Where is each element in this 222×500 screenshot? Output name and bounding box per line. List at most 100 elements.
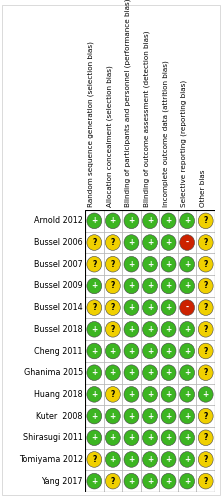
Ellipse shape xyxy=(87,234,102,250)
Ellipse shape xyxy=(105,234,120,250)
Text: ?: ? xyxy=(204,412,208,420)
Bar xyxy=(85,254,104,275)
Ellipse shape xyxy=(198,430,213,446)
Text: +: + xyxy=(91,390,97,399)
Ellipse shape xyxy=(143,386,157,402)
Text: +: + xyxy=(91,216,97,226)
Text: ?: ? xyxy=(204,368,208,377)
Ellipse shape xyxy=(124,408,139,424)
Text: +: + xyxy=(147,260,153,268)
Ellipse shape xyxy=(180,300,194,316)
Text: +: + xyxy=(184,325,190,334)
Ellipse shape xyxy=(124,452,139,468)
Text: +: + xyxy=(165,346,172,356)
Bar xyxy=(104,297,122,318)
Text: +: + xyxy=(91,346,97,356)
Bar xyxy=(104,210,122,232)
Ellipse shape xyxy=(198,322,213,337)
Ellipse shape xyxy=(180,386,194,402)
Text: ?: ? xyxy=(92,455,97,464)
Text: +: + xyxy=(165,260,172,268)
Text: ?: ? xyxy=(204,346,208,356)
Text: +: + xyxy=(165,303,172,312)
Text: +: + xyxy=(165,476,172,486)
Text: ?: ? xyxy=(111,325,115,334)
Text: +: + xyxy=(165,282,172,290)
Text: Cheng 2011: Cheng 2011 xyxy=(34,346,83,356)
Text: +: + xyxy=(184,412,190,420)
Bar xyxy=(141,318,159,340)
Text: +: + xyxy=(147,282,153,290)
Ellipse shape xyxy=(161,322,176,337)
Text: Bussel 2006: Bussel 2006 xyxy=(34,238,83,247)
Ellipse shape xyxy=(87,365,102,380)
Ellipse shape xyxy=(124,278,139,293)
Text: +: + xyxy=(184,346,190,356)
Text: +: + xyxy=(128,368,135,377)
Text: +: + xyxy=(110,412,116,420)
Text: +: + xyxy=(128,476,135,486)
Text: +: + xyxy=(147,476,153,486)
Text: Incomplete outcome data (attrition bias): Incomplete outcome data (attrition bias) xyxy=(162,60,168,208)
Text: ?: ? xyxy=(92,303,97,312)
Text: +: + xyxy=(184,476,190,486)
Text: ?: ? xyxy=(204,238,208,247)
Ellipse shape xyxy=(180,365,194,380)
Ellipse shape xyxy=(124,256,139,272)
Bar xyxy=(141,405,159,427)
Text: Arnold 2012: Arnold 2012 xyxy=(34,216,83,226)
Bar xyxy=(122,275,141,297)
Bar xyxy=(141,232,159,254)
Ellipse shape xyxy=(180,474,194,489)
Ellipse shape xyxy=(198,365,213,380)
Bar xyxy=(122,448,141,470)
Text: ?: ? xyxy=(204,303,208,312)
Bar xyxy=(122,470,141,492)
Text: +: + xyxy=(147,455,153,464)
Text: +: + xyxy=(91,476,97,486)
Ellipse shape xyxy=(105,256,120,272)
Text: +: + xyxy=(184,260,190,268)
Ellipse shape xyxy=(180,256,194,272)
Text: +: + xyxy=(165,216,172,226)
Bar xyxy=(141,254,159,275)
Text: +: + xyxy=(128,303,135,312)
Ellipse shape xyxy=(198,452,213,468)
Text: ?: ? xyxy=(111,282,115,290)
Bar xyxy=(196,275,215,297)
Ellipse shape xyxy=(124,365,139,380)
Text: Huang 2018: Huang 2018 xyxy=(34,390,83,399)
Text: +: + xyxy=(91,368,97,377)
Text: +: + xyxy=(165,390,172,399)
Text: +: + xyxy=(110,434,116,442)
Bar xyxy=(196,384,215,405)
Ellipse shape xyxy=(161,408,176,424)
Bar xyxy=(178,448,196,470)
Ellipse shape xyxy=(87,452,102,468)
Bar xyxy=(104,427,122,448)
Bar xyxy=(85,210,104,232)
Bar xyxy=(159,275,178,297)
Bar xyxy=(196,340,215,362)
Ellipse shape xyxy=(105,452,120,468)
Bar xyxy=(85,275,104,297)
Text: Kuter  2008: Kuter 2008 xyxy=(36,412,83,420)
Bar xyxy=(178,340,196,362)
Text: ?: ? xyxy=(204,455,208,464)
Text: +: + xyxy=(147,325,153,334)
Text: +: + xyxy=(147,216,153,226)
Ellipse shape xyxy=(143,322,157,337)
Text: +: + xyxy=(110,368,116,377)
Ellipse shape xyxy=(124,234,139,250)
Bar xyxy=(178,318,196,340)
Bar xyxy=(104,448,122,470)
Bar xyxy=(196,362,215,384)
Text: Random sequence generation (selection bias): Random sequence generation (selection bi… xyxy=(88,42,94,207)
Bar xyxy=(104,275,122,297)
Text: +: + xyxy=(203,390,209,399)
Ellipse shape xyxy=(143,430,157,446)
Text: Blinding of outcome assessment (detection bias): Blinding of outcome assessment (detectio… xyxy=(143,31,150,208)
Text: ?: ? xyxy=(204,260,208,268)
Text: ?: ? xyxy=(204,216,208,226)
Text: +: + xyxy=(184,434,190,442)
